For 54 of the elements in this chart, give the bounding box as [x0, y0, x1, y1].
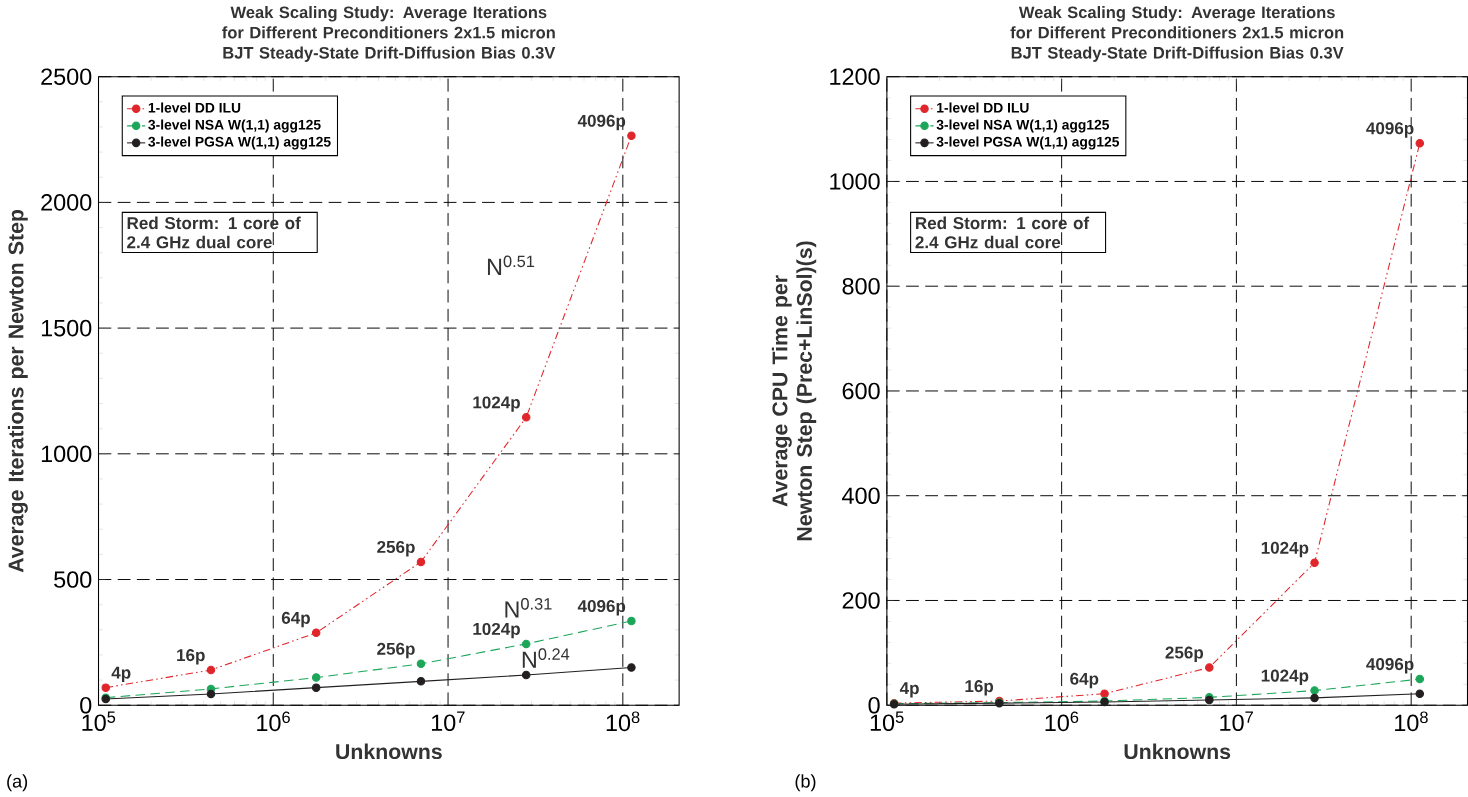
y-tick-label: 600 — [842, 382, 880, 400]
y-tick-label: 400 — [842, 487, 880, 504]
y-tick-label: 1000 — [41, 445, 92, 462]
annotation: 256p — [377, 642, 415, 659]
annotation: 4096p — [1366, 122, 1414, 138]
legend-label: 3-level PGSA W(1,1) agg125 — [148, 136, 331, 150]
annotation: 256p — [377, 540, 415, 557]
legend-label: 1-level DD ILU — [148, 102, 241, 113]
annotation: 4p — [899, 682, 919, 698]
annotation: 64p — [281, 611, 310, 628]
y-tick-label: 1000 — [830, 173, 880, 190]
annotation: N$^{0.24}$ — [522, 648, 570, 668]
annotation: Red Storm: 1 core of 2.4 GHz dual core — [127, 216, 301, 249]
annotation: N$^{0.31}$ — [505, 597, 552, 618]
x-tick-label: 10$^{8}$ — [1395, 711, 1428, 732]
x-tick-label: 10$^{7}$ — [1220, 711, 1253, 731]
chart-title: Weak Scaling Study: Average Iterations for Different Preconditioners 2x1.5 micron BJT Steady-State Drift-Diffusion Bias 0.3V — [222, 5, 556, 62]
legend-label: 1-level DD ILU — [937, 102, 1029, 113]
legend-label: 3-level NSA W(1,1) agg125 — [148, 119, 321, 133]
chart-title: Weak Scaling Study: Average Iterations for Different Preconditioners 2x1.5 micron BJT Steady-State Drift-Diffusion Bias 0.3V — [1010, 5, 1344, 62]
x-axis-title: Unknowns — [1124, 743, 1231, 759]
annotation: 1024p — [1261, 669, 1309, 685]
text: (a) — [7, 774, 28, 792]
annotation: 4p — [111, 666, 131, 682]
y-tick-label: 200 — [842, 592, 880, 609]
y-axis-title: Average Iterations per Newton Step — [7, 209, 28, 573]
annotation: N$^{0.51}$ — [487, 255, 535, 275]
x-tick-label: 10$^{6}$ — [1045, 711, 1079, 732]
annotation: 16p — [965, 679, 994, 696]
x-tick-label: 10$^{8}$ — [606, 711, 640, 732]
text: (b) — [795, 774, 816, 792]
legend-label: 3-level PGSA W(1,1) agg125 — [936, 136, 1120, 150]
annotation: 1024p — [473, 396, 520, 412]
x-tick-label: 10$^{6}$ — [257, 711, 290, 732]
y-tick-label: 2500 — [41, 68, 92, 85]
x-tick-label: 10$^{7}$ — [431, 711, 465, 731]
y-tick-label: 800 — [842, 277, 880, 295]
annotation: 4096p — [1366, 657, 1414, 674]
y-axis-title: Average CPU Time per Newton Step (Prec+LinSol)(s) — [771, 241, 817, 541]
y-tick-label: 0 — [80, 696, 92, 714]
y-tick-label: 1200 — [830, 68, 880, 85]
annotation: 256p — [1165, 646, 1204, 662]
y-tick-label: 500 — [54, 571, 92, 588]
annotation: 16p — [177, 648, 205, 665]
annotation: 64p — [1070, 672, 1099, 689]
x-axis-title: Unknowns — [336, 743, 442, 759]
y-tick-label: 0 — [868, 696, 880, 714]
y-tick-label: 1500 — [41, 319, 92, 337]
annotation: Red Storm: 1 core of 2.4 GHz dual core — [915, 216, 1090, 249]
annotation: 1024p — [1261, 541, 1309, 558]
annotation: 4096p — [577, 599, 626, 616]
annotation: 1024p — [473, 622, 520, 639]
y-tick-label: 2000 — [41, 193, 92, 211]
legend-label: 3-level NSA W(1,1) agg125 — [936, 119, 1110, 133]
